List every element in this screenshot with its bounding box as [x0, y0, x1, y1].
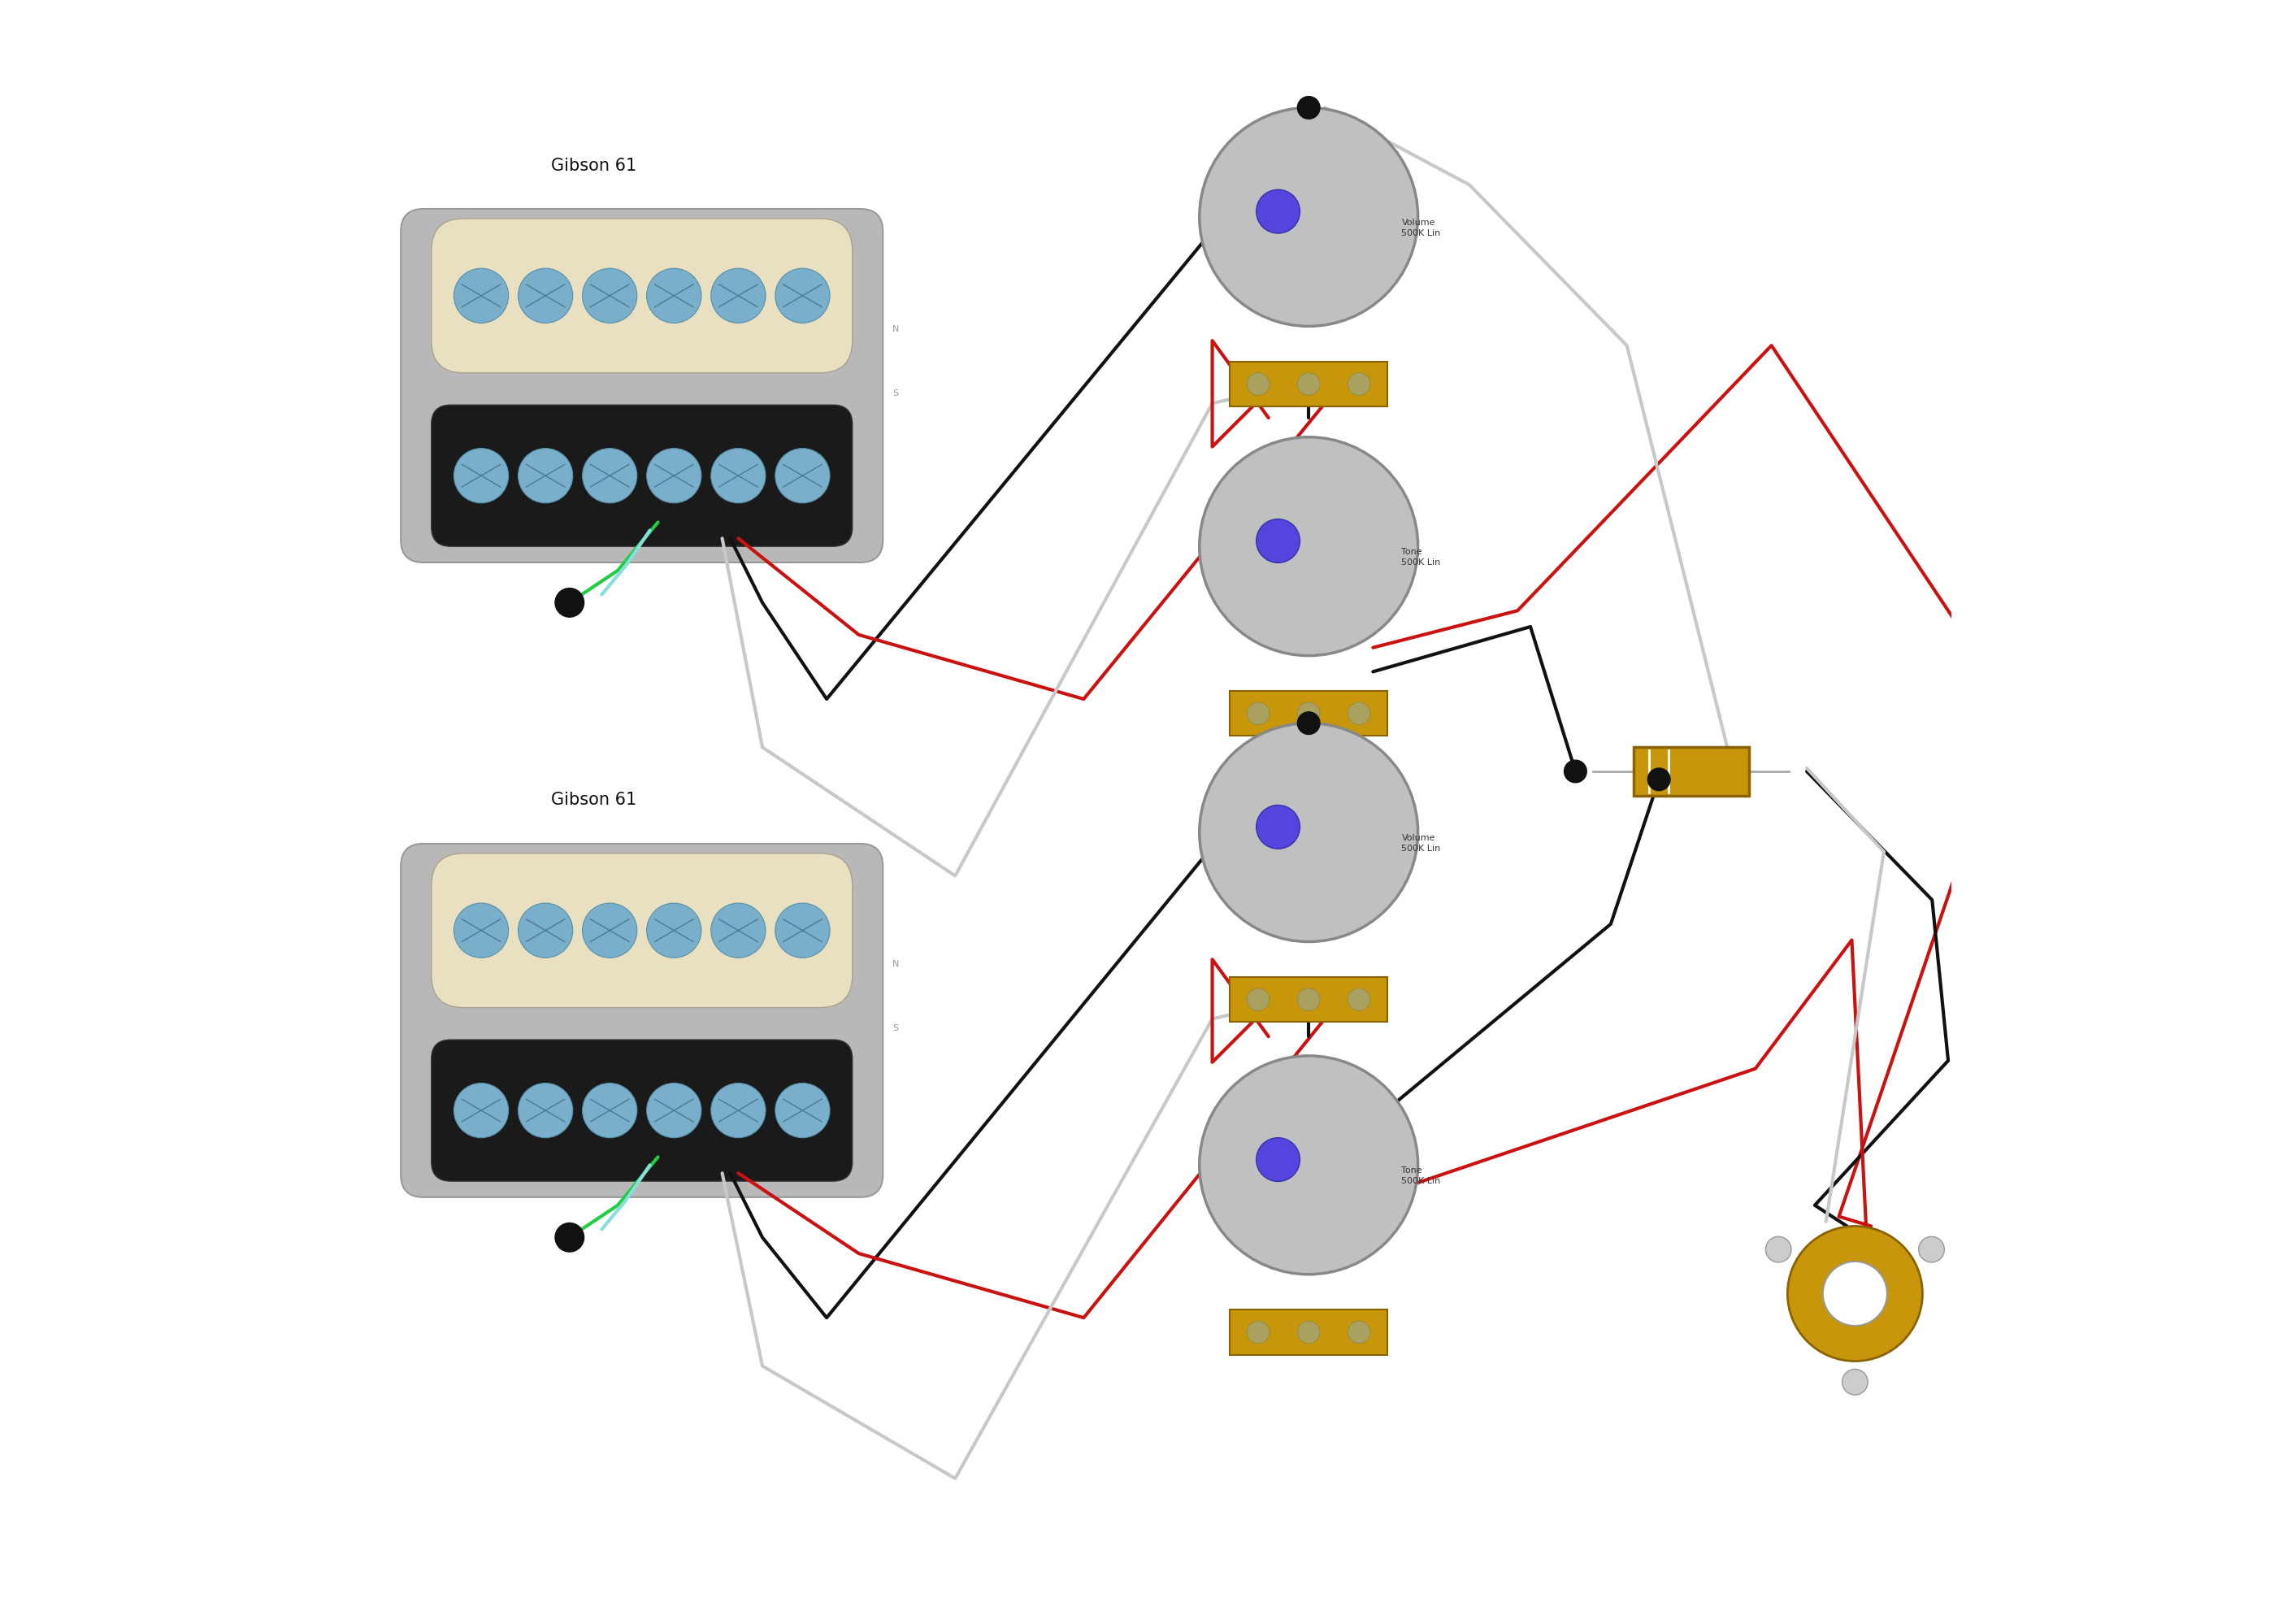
Circle shape: [647, 1083, 700, 1138]
Text: S: S: [893, 389, 898, 399]
FancyBboxPatch shape: [432, 853, 852, 1008]
Circle shape: [556, 1223, 583, 1252]
Circle shape: [556, 588, 583, 617]
FancyBboxPatch shape: [402, 844, 884, 1197]
Circle shape: [1199, 437, 1419, 656]
Circle shape: [776, 1083, 829, 1138]
Circle shape: [712, 1083, 765, 1138]
Text: Gibson 61: Gibson 61: [551, 157, 636, 174]
Circle shape: [583, 448, 636, 503]
Circle shape: [1247, 988, 1270, 1011]
Circle shape: [1564, 760, 1587, 783]
Text: Gibson 61: Gibson 61: [551, 792, 636, 808]
Circle shape: [1649, 768, 1669, 791]
Circle shape: [1199, 1056, 1419, 1274]
Text: Volume
500K Lin: Volume 500K Lin: [1401, 219, 1442, 238]
Circle shape: [1297, 702, 1320, 725]
Circle shape: [1766, 1237, 1791, 1263]
Circle shape: [519, 903, 572, 958]
Circle shape: [1348, 988, 1371, 1011]
Circle shape: [519, 448, 572, 503]
Circle shape: [1297, 988, 1320, 1011]
Circle shape: [1256, 519, 1300, 562]
Circle shape: [776, 448, 829, 503]
Bar: [1632, 747, 1750, 795]
Circle shape: [455, 268, 507, 323]
Circle shape: [1199, 723, 1419, 942]
Circle shape: [647, 448, 700, 503]
Text: Tone
500K Lin: Tone 500K Lin: [1401, 1167, 1442, 1186]
Circle shape: [1256, 1138, 1300, 1181]
Circle shape: [1247, 702, 1270, 725]
Circle shape: [1919, 1237, 1945, 1263]
Circle shape: [776, 903, 829, 958]
Circle shape: [1789, 1226, 1922, 1361]
FancyBboxPatch shape: [432, 1040, 852, 1181]
Circle shape: [1841, 1369, 1869, 1395]
Text: N: N: [893, 325, 900, 334]
Bar: [1231, 691, 1387, 736]
Circle shape: [1256, 805, 1300, 848]
Circle shape: [712, 268, 765, 323]
Circle shape: [1199, 108, 1419, 326]
FancyBboxPatch shape: [402, 209, 884, 562]
Circle shape: [776, 268, 829, 323]
Circle shape: [583, 1083, 636, 1138]
Text: Volume
500K Lin: Volume 500K Lin: [1401, 834, 1442, 853]
Circle shape: [1247, 1321, 1270, 1343]
Circle shape: [1297, 1321, 1320, 1343]
Circle shape: [1348, 1321, 1371, 1343]
Bar: [1231, 1310, 1387, 1355]
Circle shape: [712, 903, 765, 958]
Text: N: N: [893, 959, 900, 969]
Circle shape: [647, 268, 700, 323]
Circle shape: [1256, 190, 1300, 233]
Circle shape: [1823, 1261, 1887, 1326]
Circle shape: [1297, 373, 1320, 395]
Circle shape: [1247, 373, 1270, 395]
Circle shape: [712, 448, 765, 503]
Bar: [1231, 362, 1387, 407]
Text: Tone
500K Lin: Tone 500K Lin: [1401, 548, 1442, 567]
FancyBboxPatch shape: [432, 219, 852, 373]
Circle shape: [1348, 702, 1371, 725]
Circle shape: [519, 268, 572, 323]
Circle shape: [519, 1083, 572, 1138]
Circle shape: [1297, 712, 1320, 734]
Circle shape: [455, 1083, 507, 1138]
Circle shape: [1297, 96, 1320, 119]
Circle shape: [583, 903, 636, 958]
Circle shape: [647, 903, 700, 958]
Text: S: S: [893, 1024, 898, 1033]
Circle shape: [1348, 373, 1371, 395]
Circle shape: [455, 448, 507, 503]
FancyBboxPatch shape: [432, 405, 852, 546]
Circle shape: [455, 903, 507, 958]
Circle shape: [583, 268, 636, 323]
Bar: [1231, 977, 1387, 1022]
